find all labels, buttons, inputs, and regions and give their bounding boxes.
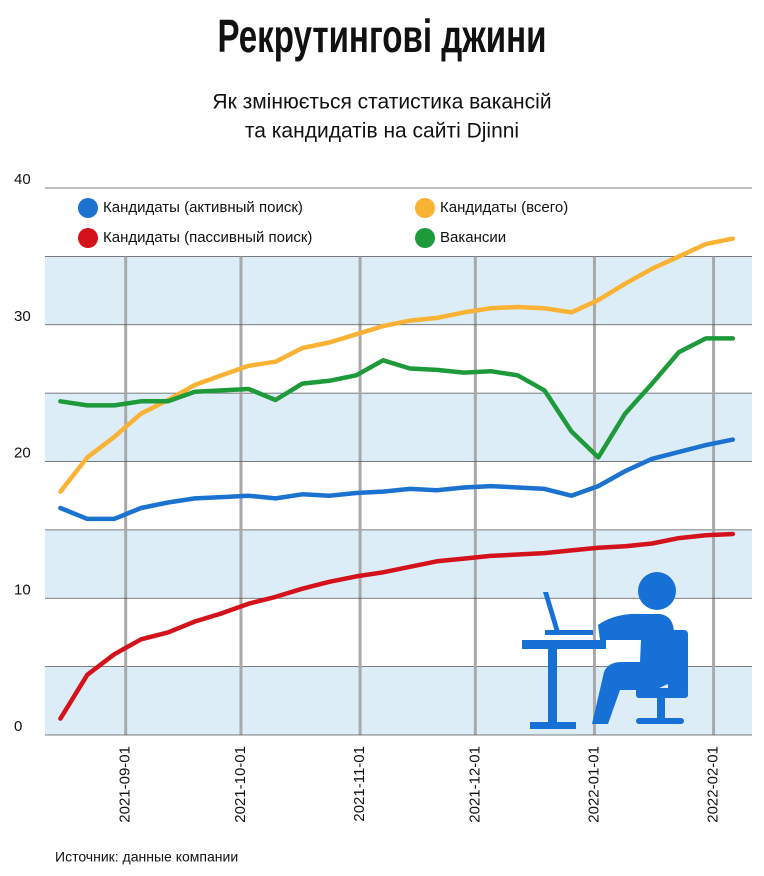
y-tick-label: 20 [14, 445, 31, 462]
subtitle: Як змінюється статистика вакансій [212, 91, 551, 114]
y-tick-label: 30 [14, 308, 31, 325]
legend-label: Вакансии [440, 229, 506, 246]
y-tick-label: 10 [14, 581, 31, 598]
legend-swatch [415, 198, 435, 218]
plot-area: 2021-09-01 2021-10-01 2021-11-01 2021-12-01… [14, 171, 752, 823]
x-tick-label: 2021-12-01 [466, 746, 483, 823]
x-tick-label: 2021-10-01 [232, 746, 249, 823]
source-note: Источник: данные компании [55, 849, 238, 865]
y-tick-label: 0 [14, 718, 22, 735]
legend-label: Кандидаты (всего) [440, 199, 568, 216]
data-line [58, 336, 736, 460]
grid-band [45, 529, 752, 599]
y-tick-label: 40 [14, 171, 31, 188]
person-icon [522, 572, 688, 729]
x-tick-label: 2021-09-01 [117, 746, 134, 823]
grid-band [45, 256, 752, 325]
data-line [58, 437, 736, 522]
legend-swatch [415, 228, 435, 248]
x-tick-label: 2022-02-01 [705, 746, 722, 823]
legend-swatch [78, 228, 98, 248]
data-line [58, 531, 736, 721]
x-tick-label: 2022-01-01 [585, 746, 602, 823]
subtitle: та кандидатів на сайті Djinni [245, 120, 519, 143]
x-tick-label: 2021-11-01 [351, 746, 368, 822]
legend-swatch [78, 198, 98, 218]
legend-label: Кандидаты (пассивный поиск) [103, 229, 312, 246]
chart-title: Рекрутингові джини [217, 12, 546, 62]
legend-label: Кандидаты (активный поиск) [103, 199, 303, 216]
